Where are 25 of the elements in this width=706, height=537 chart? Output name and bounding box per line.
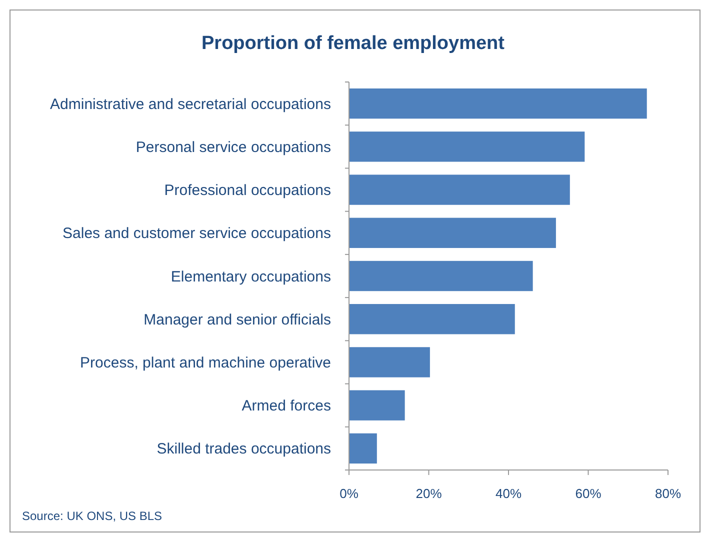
source-note: Source: UK ONS, US BLS	[22, 509, 162, 523]
bar	[349, 218, 556, 248]
x-tick-label: 60%	[575, 486, 602, 501]
bar	[349, 260, 533, 292]
y-tick-label: Sales and customer service occupations	[62, 225, 331, 242]
bar	[349, 88, 647, 119]
bar	[349, 304, 515, 334]
y-tick-label: Process, plant and machine operative	[80, 354, 331, 372]
x-tick-label: 80%	[654, 486, 682, 501]
bar	[349, 433, 377, 464]
bar	[349, 347, 430, 378]
y-tick-label: Professional occupations	[164, 182, 331, 200]
y-tick-label: Manager and senior officials	[144, 311, 331, 328]
y-tick-label: Elementary occupations	[170, 268, 331, 286]
x-tick-label: 40%	[495, 486, 522, 501]
bar	[349, 132, 585, 162]
y-tick-label: Administrative and secretarial occupations	[50, 96, 331, 113]
x-tick-label: 0%	[340, 486, 359, 501]
bar	[349, 174, 570, 205]
y-tick-label: Skilled trades occupations	[156, 440, 331, 458]
bar	[349, 390, 405, 420]
chart-title: Proportion of female employment	[202, 33, 506, 54]
y-tick-label: Armed forces	[242, 398, 331, 415]
x-tick-label: 20%	[416, 486, 442, 501]
y-tick-label: Personal service occupations	[136, 138, 331, 156]
